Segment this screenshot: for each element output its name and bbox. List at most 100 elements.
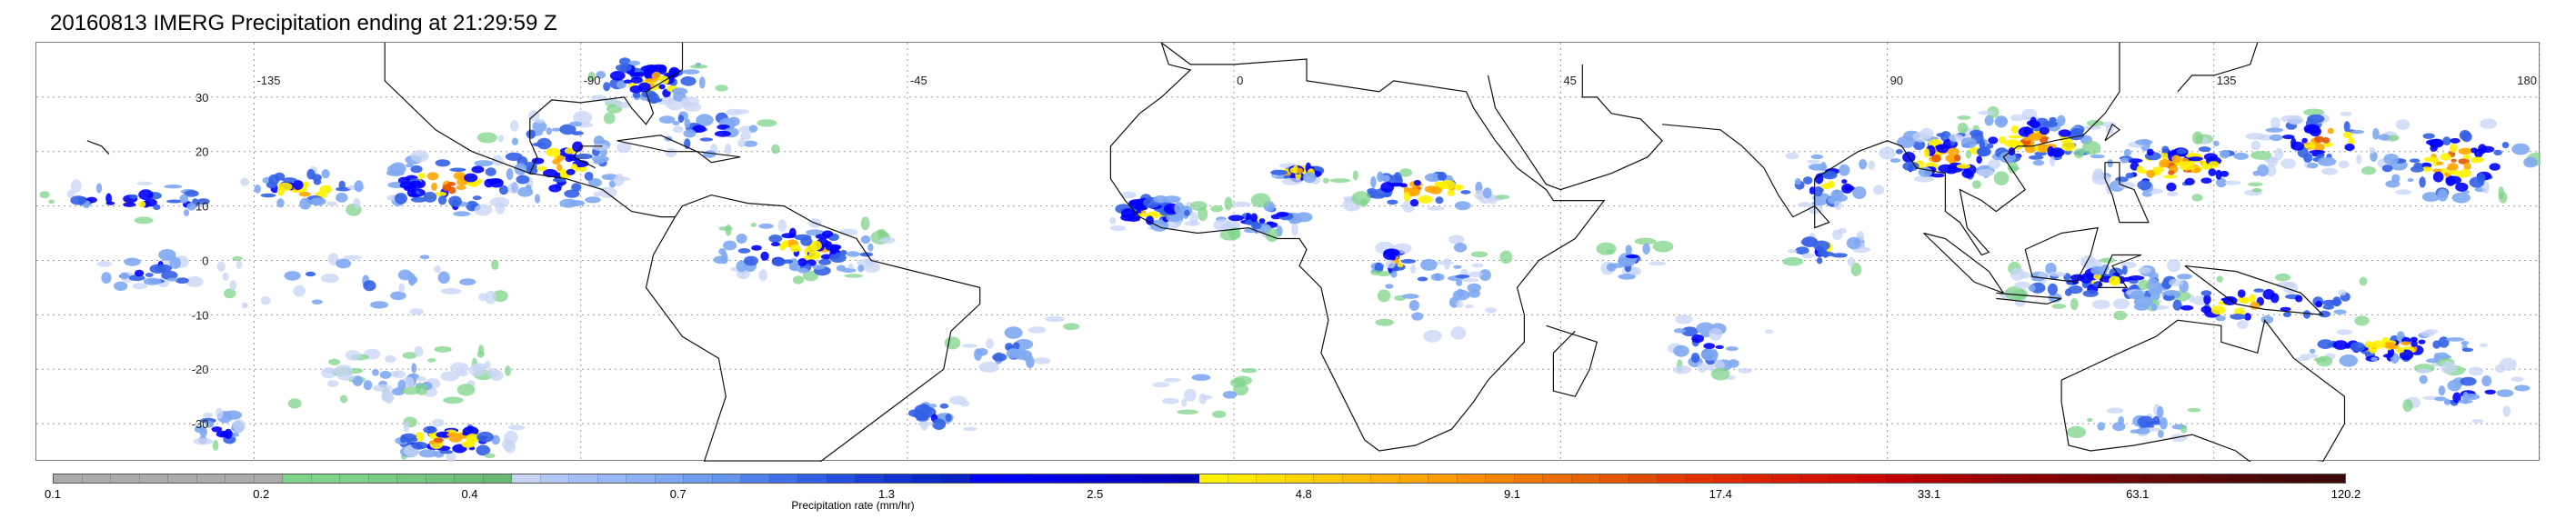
colorbar-swatch [1887, 474, 1916, 483]
precip-cell [435, 159, 451, 167]
colorbar-swatch [1342, 474, 1371, 483]
longitude-label: -45 [910, 74, 927, 87]
precip-cell [1782, 256, 1804, 266]
precip-cell [2402, 399, 2413, 413]
precip-cell [818, 258, 832, 265]
precip-cell [456, 185, 466, 190]
precip-cell [689, 65, 708, 69]
colorbar-swatch [426, 474, 455, 483]
precip-cell [484, 453, 496, 459]
precip-cell [1184, 209, 1190, 216]
colorbar-swatch [1658, 474, 1687, 483]
precip-cell [783, 259, 794, 264]
precip-cell [2080, 255, 2097, 269]
precip-cell [932, 418, 947, 430]
precip-cell [1918, 166, 1933, 177]
precip-cell [1383, 248, 1400, 257]
precip-cell [1231, 201, 1251, 207]
precip-cell [1329, 178, 1351, 184]
precip-cell [1797, 202, 1812, 208]
precip-cell [2137, 415, 2154, 428]
precip-cell [1787, 249, 1798, 254]
precip-cell [404, 185, 417, 192]
precip-cell [372, 384, 393, 393]
precip-cell [1418, 195, 1433, 204]
precip-cell [929, 404, 937, 408]
precip-cell [161, 270, 178, 280]
precip-cell [2382, 354, 2393, 358]
precip-cell [1420, 258, 1438, 271]
precip-cell [571, 183, 582, 192]
precip-cell [2295, 294, 2303, 303]
precip-cell [2421, 330, 2435, 337]
precip-cell [718, 226, 733, 231]
precip-cell [751, 245, 762, 251]
precip-cell [2381, 165, 2393, 173]
precip-cell [175, 277, 189, 284]
precip-cell [650, 64, 667, 73]
precip-cell [446, 432, 459, 437]
precip-cell [2395, 347, 2405, 354]
precip-cell [1385, 259, 1396, 269]
precip-cell [2219, 149, 2230, 159]
precip-cell [944, 336, 961, 350]
coast-new-guinea [2184, 264, 2325, 316]
precip-cell [1435, 196, 1444, 205]
precip-cell [2338, 160, 2350, 169]
precip-cell [1816, 257, 1823, 264]
precip-cell [616, 80, 626, 89]
precip-cell [2432, 340, 2441, 349]
precip-cell [1241, 368, 1258, 374]
precip-cell [1265, 228, 1278, 243]
precip-cell [114, 281, 128, 291]
precip-cell [1191, 374, 1211, 381]
precip-cell [857, 264, 865, 273]
precip-cell [2081, 140, 2101, 155]
precip-cell [1430, 273, 1445, 282]
precip-cell [2090, 155, 2105, 159]
precip-cell [2309, 149, 2326, 155]
precip-cell [437, 195, 447, 205]
precip-cell [1785, 152, 1799, 160]
precip-cell [439, 450, 454, 454]
precip-cell [1838, 227, 1847, 235]
precip-cell [1177, 409, 1198, 415]
colorbar-swatch [397, 474, 426, 483]
precip-cell [2479, 343, 2488, 348]
precip-cell [2265, 165, 2277, 177]
precip-cell [807, 251, 821, 260]
precip-cell [134, 216, 154, 225]
longitude-label: 90 [1890, 74, 1903, 87]
precip-cell [623, 79, 633, 84]
precip-cell [1625, 245, 1632, 255]
precip-cell [370, 301, 388, 309]
precip-cell [1417, 276, 1428, 282]
precip-cell [338, 180, 346, 190]
precip-cell [977, 347, 988, 356]
precip-cell [797, 258, 807, 266]
precip-cell [736, 234, 747, 244]
precip-cell [2180, 424, 2188, 434]
colorbar-swatch [626, 474, 656, 483]
precip-cell [2081, 125, 2102, 130]
precip-cell [945, 413, 952, 422]
precip-cell [2042, 120, 2059, 128]
precip-cell [2269, 134, 2283, 142]
coast-south-america-atlantic [675, 194, 981, 462]
precip-cell [2501, 142, 2510, 149]
precip-cell [2032, 159, 2045, 166]
precip-cell [1988, 136, 1999, 145]
precip-cell [1625, 255, 1639, 259]
precip-cell [2031, 277, 2044, 282]
precip-cell [723, 240, 737, 251]
precip-cell [2307, 162, 2319, 169]
precip-cell [1715, 344, 1724, 349]
precip-cell [2282, 312, 2291, 317]
colorbar-swatch [226, 474, 255, 483]
precip-cell [743, 255, 758, 266]
precip-cell [212, 440, 219, 451]
precip-cell [844, 274, 863, 278]
precip-cell [1181, 398, 1188, 407]
precip-cell [2395, 119, 2411, 130]
precip-cell [410, 437, 418, 443]
